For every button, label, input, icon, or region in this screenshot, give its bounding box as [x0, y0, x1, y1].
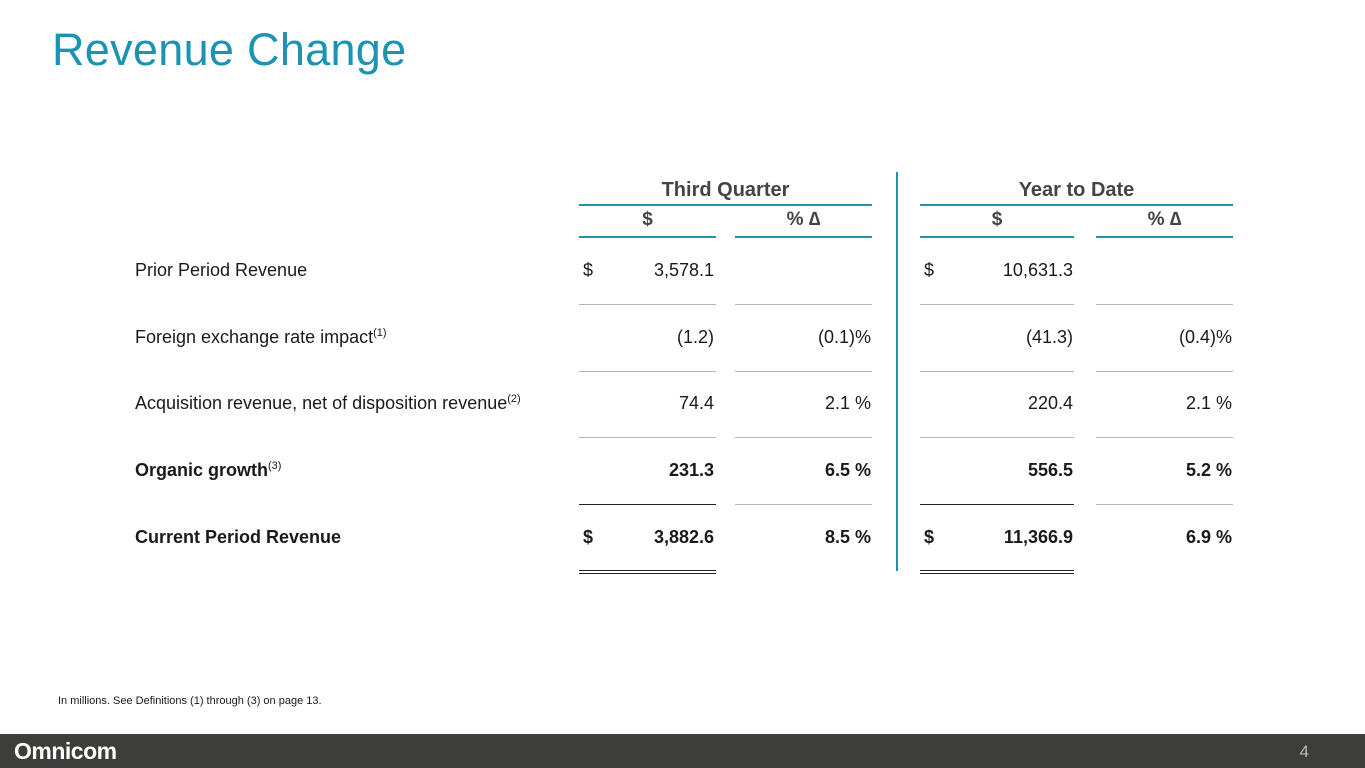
row-rule: [735, 371, 872, 372]
column-header: % ∆: [786, 209, 821, 230]
group-rule: [579, 204, 872, 206]
column-rule: [1096, 236, 1233, 238]
percent: (0.1)%: [817, 327, 871, 347]
footnote: In millions. See Definitions (1) through…: [58, 695, 322, 707]
row-rule: [1096, 437, 1233, 438]
percent: (0.4)%: [1178, 327, 1232, 347]
group-header: Year to Date: [1018, 179, 1135, 201]
row-rule: [735, 304, 872, 305]
currency-sign: $: [583, 527, 594, 547]
row-rule: [920, 504, 1074, 505]
row-rule: [735, 504, 872, 505]
amount: 231.3: [668, 460, 714, 480]
footer-bar: Omnicom 4: [0, 734, 1365, 768]
row-rule: [1096, 504, 1233, 505]
row-label: Organic growth(3): [135, 459, 281, 481]
column-header: $: [991, 209, 1003, 230]
row-label-text: Acquisition revenue, net of disposition …: [135, 393, 508, 413]
row-rule: [920, 371, 1074, 372]
footnote-ref: (2): [507, 393, 521, 405]
logo: Omnicom: [14, 738, 117, 764]
row-label: Foreign exchange rate impact(1): [135, 326, 387, 348]
percent: 5.2 %: [1185, 460, 1232, 480]
amount: 10,631.3: [1002, 260, 1073, 280]
currency-sign: $: [924, 260, 935, 280]
percent: 6.5 %: [824, 460, 871, 480]
row-label: Acquisition revenue, net of disposition …: [135, 392, 521, 414]
percent: 2.1 %: [824, 393, 871, 413]
column-rule: [735, 236, 872, 238]
row-rule: [920, 304, 1074, 305]
row-rule: [579, 304, 716, 305]
footnote-ref: (1): [373, 327, 387, 339]
amount: 556.5: [1027, 460, 1073, 480]
double-rule: [579, 570, 716, 574]
amount: 74.4: [678, 393, 714, 413]
page-number: 4: [1299, 742, 1309, 761]
amount: (41.3): [1025, 327, 1073, 347]
row-rule: [579, 437, 716, 438]
group-header: Third Quarter: [661, 179, 790, 201]
row-label: Prior Period Revenue: [135, 259, 307, 281]
row-rule: [920, 437, 1074, 438]
amount: 3,882.6: [653, 527, 714, 547]
amount: 3,578.1: [653, 260, 714, 280]
row-rule: [1096, 304, 1233, 305]
row-rule: [579, 504, 716, 505]
slide-title: Revenue Change: [52, 24, 407, 75]
amount: 220.4: [1027, 393, 1073, 413]
currency-sign: $: [924, 527, 935, 547]
row-label: Current Period Revenue: [135, 526, 341, 548]
percent: 8.5 %: [824, 527, 871, 547]
row-rule: [1096, 371, 1233, 372]
amount: (1.2): [676, 327, 714, 347]
group-rule: [920, 204, 1233, 206]
column-rule: [579, 236, 716, 238]
percent: 2.1 %: [1185, 393, 1232, 413]
column-header: % ∆: [1147, 209, 1182, 230]
row-label-text: Organic growth: [135, 460, 269, 480]
row-rule: [735, 437, 872, 438]
percent: 6.9 %: [1185, 527, 1232, 547]
column-rule: [920, 236, 1074, 238]
row-label-text: Current Period Revenue: [135, 527, 342, 547]
row-rule: [579, 371, 716, 372]
column-header: $: [642, 209, 653, 230]
row-label-text: Foreign exchange rate impact: [135, 327, 374, 347]
column-divider: [896, 172, 898, 571]
amount: 11,366.9: [1003, 527, 1073, 547]
row-label-text: Prior Period Revenue: [135, 260, 308, 280]
double-rule: [920, 570, 1074, 574]
footnote-ref: (3): [268, 460, 282, 472]
currency-sign: $: [583, 260, 594, 280]
